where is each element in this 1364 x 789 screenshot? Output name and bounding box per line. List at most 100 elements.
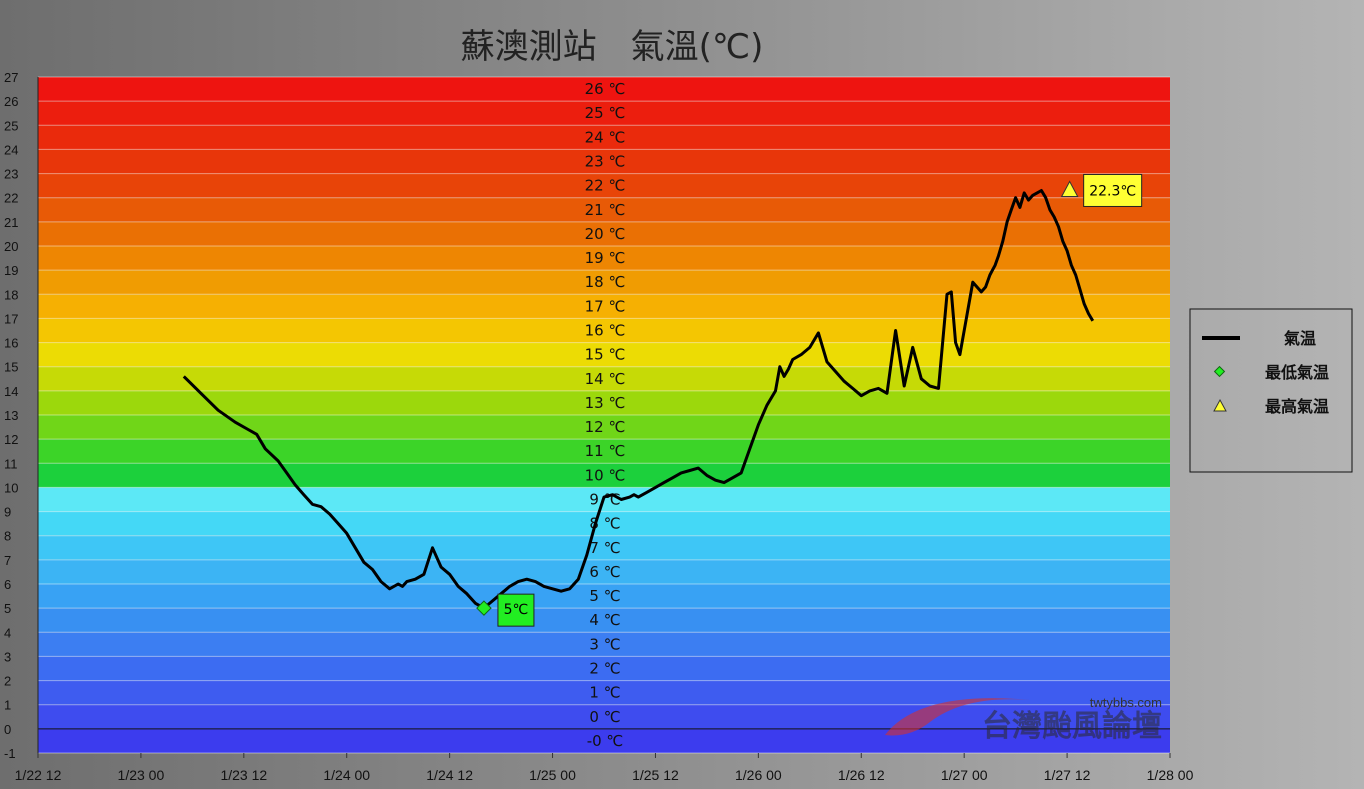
legend-box: [1189, 308, 1353, 473]
band-label: 21 ℃: [585, 201, 626, 219]
y-tick-label: 13: [4, 408, 18, 423]
band: [38, 463, 1170, 488]
x-tick-label: 1/25 12: [632, 767, 679, 783]
y-tick-label: 6: [4, 577, 11, 592]
y-tick-label: 12: [4, 432, 18, 447]
watermark-swoosh-icon: [885, 698, 1030, 736]
x-tick-label: 1/24 12: [426, 767, 473, 783]
band: [38, 704, 1170, 729]
band-label: 5 ℃: [589, 587, 620, 605]
band: [38, 246, 1170, 271]
y-tick-label: 10: [4, 480, 18, 495]
y-tick-label: 20: [4, 239, 18, 254]
band-label: 11 ℃: [585, 442, 626, 460]
band: [38, 728, 1170, 753]
y-tick-label: 23: [4, 167, 18, 182]
band: [38, 584, 1170, 609]
y-tick-label: 16: [4, 336, 18, 351]
y-tick-label: 24: [4, 142, 18, 157]
band-label: 25 ℃: [585, 104, 626, 122]
band: [38, 535, 1170, 560]
band-label: 17 ℃: [585, 297, 626, 315]
y-axis-ticks: -101234567891011121314151617181920212223…: [4, 70, 18, 761]
band-label: 16 ℃: [585, 322, 626, 340]
y-tick-label: 3: [4, 649, 11, 664]
band: [38, 197, 1170, 222]
y-tick-label: -1: [4, 746, 16, 761]
band-label: 7 ℃: [589, 539, 620, 557]
x-tick-label: 1/27 00: [941, 767, 988, 783]
legend-label-max: 最高氣温: [1265, 397, 1329, 416]
temperature-bands: [38, 77, 1170, 753]
y-tick-label: 9: [4, 505, 11, 520]
band: [38, 77, 1170, 102]
band-label: 2 ℃: [589, 660, 620, 678]
band: [38, 415, 1170, 440]
y-tick-label: 17: [4, 311, 18, 326]
x-axis-ticks: 1/22 12 1/23 00 1/23 12 1/24 00 1/24 12 1/25 …: [15, 753, 1194, 783]
y-tick-label: 1: [4, 698, 11, 713]
band-label: 15 ℃: [585, 346, 626, 364]
band: [38, 632, 1170, 657]
y-tick-label: 14: [4, 384, 18, 399]
band-label: 23 ℃: [585, 153, 626, 171]
band: [38, 366, 1170, 391]
band-label: 20 ℃: [585, 225, 626, 243]
grid-lines: [37, 76, 1170, 754]
band-label: 14 ℃: [585, 370, 626, 388]
band: [38, 390, 1170, 415]
series-line: [182, 189, 1095, 610]
y-tick-label: 11: [4, 456, 18, 471]
y-tick-label: 7: [4, 553, 11, 568]
band-label: 4 ℃: [589, 611, 620, 629]
max-callout-box: [1083, 173, 1143, 207]
band-labels: -0 ℃0 ℃1 ℃2 ℃3 ℃4 ℃5 ℃6 ℃7 ℃8 ℃9 ℃10 ℃11…: [585, 80, 626, 750]
x-tick-label: 1/27 12: [1044, 767, 1091, 783]
y-tick-label: 25: [4, 118, 18, 133]
band: [38, 559, 1170, 584]
band-label: 0 ℃: [589, 708, 620, 726]
y-tick-label: 8: [4, 529, 11, 544]
band-label: 9 ℃: [589, 491, 620, 509]
x-tick-label: 1/26 00: [735, 767, 782, 783]
max-marker: [1060, 180, 1079, 197]
band: [38, 511, 1170, 536]
watermark-url: twtybbs.com: [1090, 695, 1162, 710]
band: [38, 125, 1170, 150]
band-label: 18 ℃: [585, 273, 626, 291]
band: [38, 101, 1170, 126]
band-label: 13 ℃: [585, 394, 626, 412]
legend-triangle-icon: [1213, 398, 1227, 412]
max-callout-label: 22.3℃: [1089, 183, 1136, 199]
band: [38, 439, 1170, 464]
x-tick-label: 1/25 00: [529, 767, 576, 783]
y-tick-label: 4: [4, 625, 11, 640]
y-tick-label: 26: [4, 94, 18, 109]
band: [38, 221, 1170, 246]
band-label: -0 ℃: [587, 732, 624, 750]
band: [38, 149, 1170, 174]
band-label: 3 ℃: [589, 635, 620, 653]
y-tick-label: 18: [4, 287, 18, 302]
watermark-name: 台灣颱風論壇: [982, 709, 1162, 744]
band-label: 1 ℃: [589, 684, 620, 702]
y-tick-label: 22: [4, 191, 18, 206]
min-callout-box: [497, 593, 535, 627]
legend-label-temp: 氣温: [1284, 329, 1316, 348]
band: [38, 342, 1170, 367]
x-tick-label: 1/28 00: [1147, 767, 1194, 783]
band: [38, 318, 1170, 343]
extreme-markers: 5℃ 22.3℃: [476, 173, 1143, 627]
y-tick-label: 0: [4, 722, 11, 737]
band-label: 19 ℃: [585, 249, 626, 267]
x-tick-label: 1/24 00: [323, 767, 370, 783]
y-tick-label: 15: [4, 360, 18, 375]
band: [38, 294, 1170, 319]
min-callout-label: 5℃: [504, 602, 529, 618]
legend-diamond-icon: [1213, 365, 1226, 378]
watermark: twtybbs.com 台灣颱風論壇: [885, 695, 1162, 744]
band-label: 6 ℃: [589, 563, 620, 581]
y-tick-label: 19: [4, 263, 18, 278]
series-layer: [182, 189, 1095, 610]
